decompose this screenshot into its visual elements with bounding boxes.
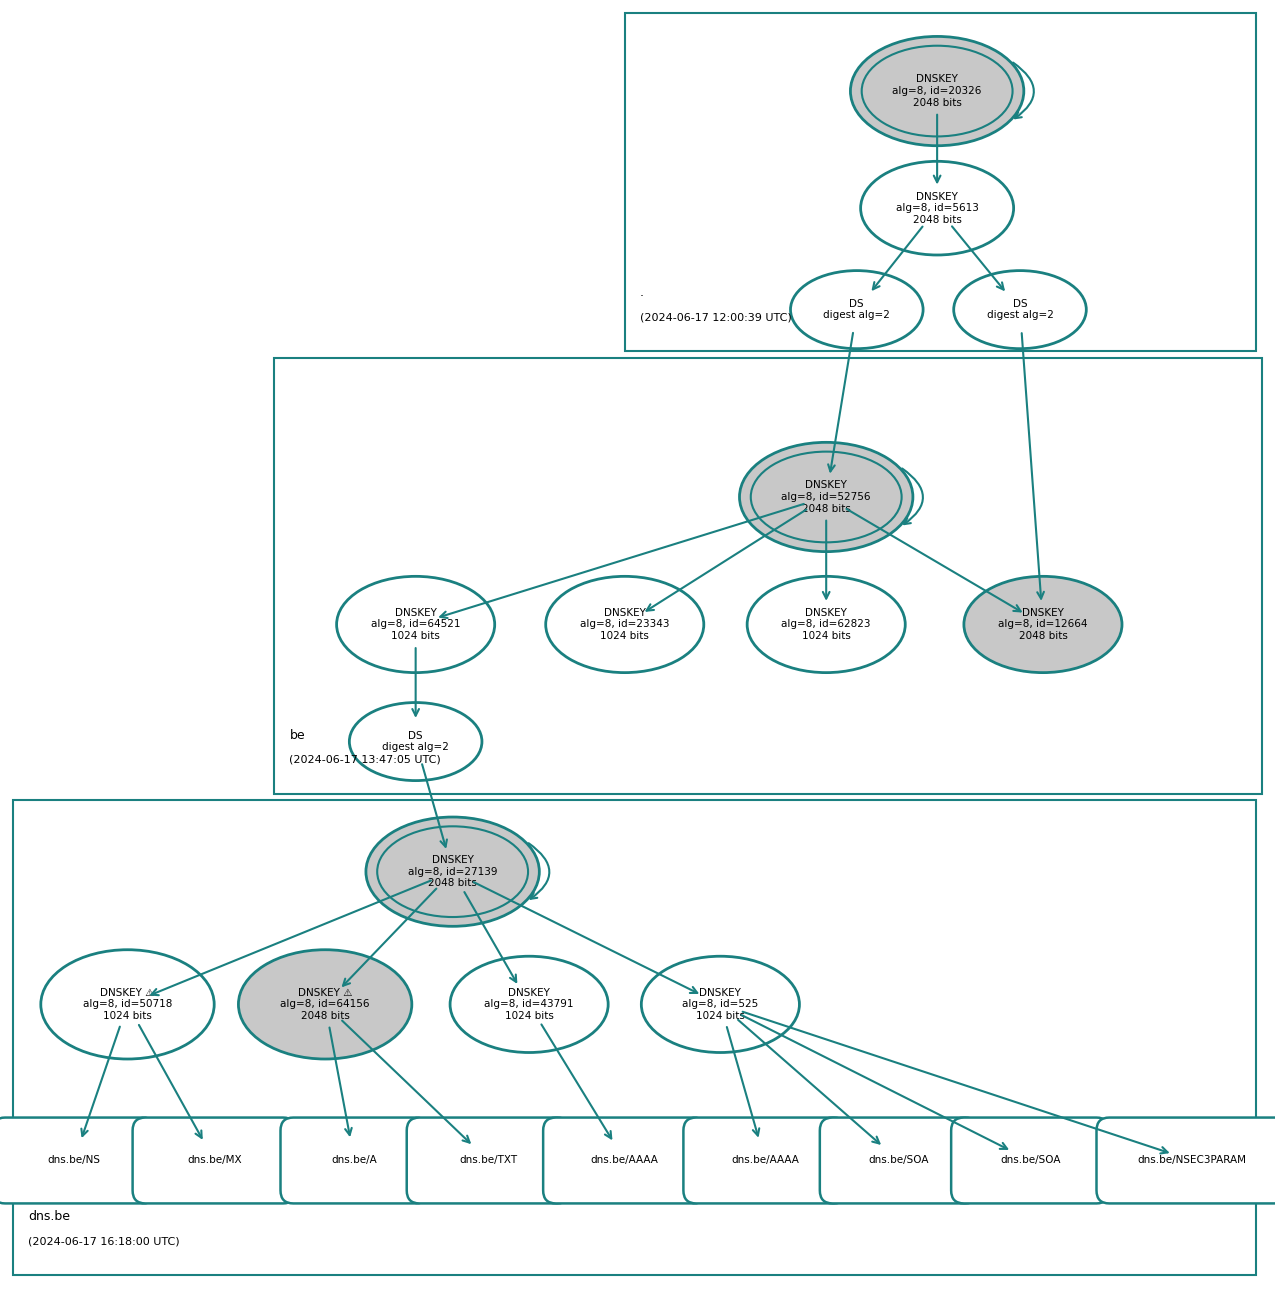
Ellipse shape [790, 271, 923, 349]
Text: DNSKEY
alg=8, id=12664
2048 bits: DNSKEY alg=8, id=12664 2048 bits [998, 608, 1088, 641]
Ellipse shape [41, 950, 214, 1059]
FancyBboxPatch shape [683, 1118, 847, 1203]
Ellipse shape [546, 576, 704, 673]
Text: dns.be/NSEC3PARAM: dns.be/NSEC3PARAM [1137, 1155, 1247, 1166]
Text: dns.be/AAAA: dns.be/AAAA [590, 1155, 659, 1166]
FancyArrowPatch shape [412, 648, 419, 716]
FancyArrowPatch shape [933, 114, 941, 182]
FancyBboxPatch shape [0, 1118, 156, 1203]
FancyArrowPatch shape [473, 882, 697, 993]
Text: DS
digest alg=2: DS digest alg=2 [382, 731, 449, 752]
Ellipse shape [238, 950, 412, 1059]
Text: DNSKEY
alg=8, id=525
1024 bits: DNSKEY alg=8, id=525 1024 bits [682, 987, 759, 1021]
Text: DNSKEY
alg=8, id=27139
2048 bits: DNSKEY alg=8, id=27139 2048 bits [408, 855, 497, 889]
Text: dns.be: dns.be [28, 1210, 70, 1223]
FancyArrowPatch shape [464, 892, 516, 982]
FancyArrowPatch shape [82, 1026, 120, 1136]
FancyArrowPatch shape [542, 1024, 611, 1138]
FancyBboxPatch shape [133, 1118, 296, 1203]
FancyBboxPatch shape [543, 1118, 706, 1203]
FancyBboxPatch shape [820, 1118, 978, 1203]
FancyArrowPatch shape [903, 468, 923, 524]
Ellipse shape [366, 817, 539, 926]
Text: DS
digest alg=2: DS digest alg=2 [987, 299, 1053, 320]
FancyArrowPatch shape [727, 1026, 759, 1136]
FancyArrowPatch shape [742, 1012, 1168, 1154]
FancyArrowPatch shape [741, 1015, 1007, 1149]
FancyBboxPatch shape [951, 1118, 1109, 1203]
FancyArrowPatch shape [440, 503, 803, 618]
Text: dns.be/MX: dns.be/MX [187, 1155, 241, 1166]
FancyArrowPatch shape [847, 509, 1021, 611]
Text: DNSKEY
alg=8, id=52756
2048 bits: DNSKEY alg=8, id=52756 2048 bits [782, 480, 871, 514]
Ellipse shape [450, 956, 608, 1053]
Text: DNSKEY
alg=8, id=23343
1024 bits: DNSKEY alg=8, id=23343 1024 bits [580, 608, 669, 641]
Ellipse shape [740, 442, 913, 552]
FancyArrowPatch shape [873, 226, 923, 289]
Ellipse shape [641, 956, 799, 1053]
Text: DS
digest alg=2: DS digest alg=2 [824, 299, 890, 320]
FancyBboxPatch shape [274, 358, 1262, 794]
FancyBboxPatch shape [1096, 1118, 1275, 1203]
FancyBboxPatch shape [13, 800, 1256, 1275]
Text: DNSKEY
alg=8, id=62823
1024 bits: DNSKEY alg=8, id=62823 1024 bits [782, 608, 871, 641]
Text: DNSKEY ⚠
alg=8, id=50718
1024 bits: DNSKEY ⚠ alg=8, id=50718 1024 bits [83, 987, 172, 1021]
Ellipse shape [861, 161, 1014, 255]
Text: (2024-06-17 16:18:00 UTC): (2024-06-17 16:18:00 UTC) [28, 1236, 180, 1246]
Ellipse shape [747, 576, 905, 673]
Ellipse shape [337, 576, 495, 673]
Ellipse shape [954, 271, 1086, 349]
FancyBboxPatch shape [625, 13, 1256, 351]
FancyArrowPatch shape [152, 881, 431, 995]
Ellipse shape [349, 703, 482, 781]
FancyArrowPatch shape [529, 843, 550, 899]
Text: DNSKEY ⚠
alg=8, id=64156
2048 bits: DNSKEY ⚠ alg=8, id=64156 2048 bits [280, 987, 370, 1021]
FancyArrowPatch shape [822, 520, 830, 598]
Ellipse shape [964, 576, 1122, 673]
Text: dns.be/SOA: dns.be/SOA [868, 1155, 929, 1166]
Text: dns.be/SOA: dns.be/SOA [1000, 1155, 1061, 1166]
FancyBboxPatch shape [407, 1118, 570, 1203]
FancyArrowPatch shape [343, 889, 436, 986]
FancyArrowPatch shape [952, 226, 1003, 290]
Ellipse shape [850, 36, 1024, 146]
Text: DNSKEY
alg=8, id=5613
2048 bits: DNSKEY alg=8, id=5613 2048 bits [895, 191, 979, 225]
Text: dns.be/A: dns.be/A [332, 1155, 377, 1166]
Text: DNSKEY
alg=8, id=64521
1024 bits: DNSKEY alg=8, id=64521 1024 bits [371, 608, 460, 641]
Text: DNSKEY
alg=8, id=20326
2048 bits: DNSKEY alg=8, id=20326 2048 bits [892, 74, 982, 108]
FancyArrowPatch shape [422, 764, 448, 847]
Text: .: . [640, 286, 644, 299]
FancyArrowPatch shape [738, 1020, 880, 1144]
Text: DNSKEY
alg=8, id=43791
1024 bits: DNSKEY alg=8, id=43791 1024 bits [484, 987, 574, 1021]
FancyArrowPatch shape [646, 510, 806, 610]
FancyArrowPatch shape [329, 1028, 352, 1134]
Text: (2024-06-17 12:00:39 UTC): (2024-06-17 12:00:39 UTC) [640, 312, 792, 323]
FancyArrowPatch shape [1021, 333, 1044, 598]
FancyArrowPatch shape [139, 1025, 201, 1138]
Text: be: be [289, 729, 305, 742]
Text: dns.be/TXT: dns.be/TXT [459, 1155, 518, 1166]
Text: dns.be/NS: dns.be/NS [47, 1155, 101, 1166]
FancyBboxPatch shape [280, 1118, 428, 1203]
FancyArrowPatch shape [829, 333, 853, 471]
FancyArrowPatch shape [342, 1020, 469, 1142]
FancyArrowPatch shape [1014, 62, 1034, 118]
Text: dns.be/AAAA: dns.be/AAAA [731, 1155, 799, 1166]
Text: (2024-06-17 13:47:05 UTC): (2024-06-17 13:47:05 UTC) [289, 755, 441, 765]
